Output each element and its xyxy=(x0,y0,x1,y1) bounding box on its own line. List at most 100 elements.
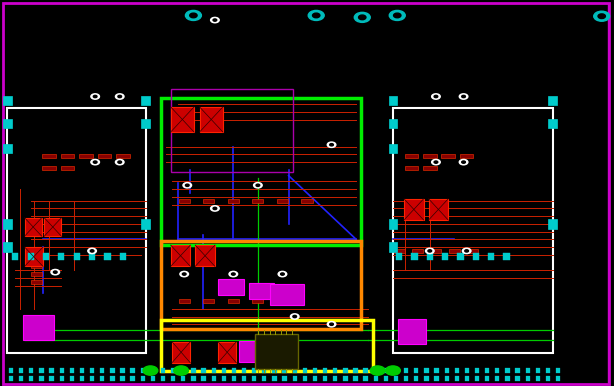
Bar xyxy=(556,368,561,373)
Bar xyxy=(232,376,236,381)
Bar xyxy=(467,249,478,253)
Bar xyxy=(120,376,125,381)
Bar xyxy=(58,253,64,260)
Bar xyxy=(80,368,84,373)
Circle shape xyxy=(211,206,219,211)
Bar xyxy=(435,376,439,381)
Circle shape xyxy=(182,273,186,275)
Bar xyxy=(445,376,449,381)
Bar xyxy=(252,368,257,373)
Circle shape xyxy=(90,250,94,252)
Bar xyxy=(218,342,236,363)
Bar xyxy=(505,376,510,381)
Bar xyxy=(89,253,95,260)
Bar xyxy=(485,368,489,373)
Circle shape xyxy=(118,95,122,98)
Bar xyxy=(19,376,23,381)
Bar xyxy=(252,376,257,381)
Bar xyxy=(179,199,190,203)
Bar xyxy=(404,199,424,220)
Bar xyxy=(427,253,433,260)
Bar xyxy=(488,253,494,260)
Bar xyxy=(270,341,295,362)
Bar xyxy=(161,98,361,245)
Circle shape xyxy=(213,19,217,21)
Bar xyxy=(282,376,287,381)
Bar xyxy=(405,166,418,170)
Bar xyxy=(42,154,56,158)
Bar xyxy=(411,253,418,260)
Bar xyxy=(203,299,214,303)
Bar xyxy=(384,368,388,373)
Bar xyxy=(28,253,34,260)
Bar xyxy=(172,342,190,363)
Bar xyxy=(516,368,520,373)
Circle shape xyxy=(459,94,468,99)
Bar xyxy=(252,299,263,303)
Circle shape xyxy=(308,10,324,20)
Bar xyxy=(323,368,327,373)
Bar xyxy=(44,218,61,236)
Bar xyxy=(211,368,216,373)
Bar xyxy=(396,253,402,260)
Bar xyxy=(151,368,155,373)
Circle shape xyxy=(434,161,438,163)
Circle shape xyxy=(93,95,97,98)
Circle shape xyxy=(93,161,97,163)
Bar xyxy=(495,376,500,381)
Bar xyxy=(435,368,439,373)
Circle shape xyxy=(254,183,262,188)
Circle shape xyxy=(256,184,260,186)
Bar xyxy=(394,368,398,373)
Circle shape xyxy=(389,10,405,20)
Circle shape xyxy=(327,322,336,327)
Circle shape xyxy=(231,273,235,275)
Bar xyxy=(389,95,397,105)
Bar xyxy=(430,249,441,253)
Bar xyxy=(282,368,287,373)
Bar xyxy=(141,119,150,128)
Bar xyxy=(70,376,74,381)
Bar xyxy=(60,376,64,381)
Bar xyxy=(363,368,368,373)
Bar xyxy=(424,368,429,373)
Bar xyxy=(277,299,288,303)
Bar xyxy=(161,241,361,329)
Bar xyxy=(3,119,12,128)
Bar xyxy=(9,368,13,373)
Bar xyxy=(441,154,455,158)
Bar xyxy=(423,166,437,170)
Circle shape xyxy=(313,13,320,18)
Bar xyxy=(3,219,12,229)
Circle shape xyxy=(88,248,96,254)
Bar xyxy=(3,95,12,105)
Bar xyxy=(252,199,263,203)
Bar xyxy=(301,199,313,203)
Bar xyxy=(171,368,176,373)
Circle shape xyxy=(432,94,440,99)
Bar xyxy=(333,368,338,373)
Bar xyxy=(374,376,378,381)
Bar xyxy=(211,376,216,381)
Bar xyxy=(200,107,223,132)
Bar xyxy=(293,376,297,381)
Bar xyxy=(222,376,226,381)
Circle shape xyxy=(143,366,158,375)
Bar xyxy=(354,368,358,373)
Bar xyxy=(161,376,165,381)
Circle shape xyxy=(281,273,284,275)
Bar xyxy=(548,95,557,105)
Bar xyxy=(389,119,397,128)
Bar xyxy=(242,368,246,373)
Bar xyxy=(141,376,145,381)
Bar xyxy=(19,368,23,373)
Bar xyxy=(171,107,194,132)
Circle shape xyxy=(386,366,400,375)
Bar xyxy=(161,368,165,373)
Circle shape xyxy=(462,95,465,98)
Bar xyxy=(70,368,74,373)
Bar xyxy=(536,376,540,381)
Bar xyxy=(201,368,206,373)
Bar xyxy=(80,376,84,381)
Bar xyxy=(195,245,215,266)
